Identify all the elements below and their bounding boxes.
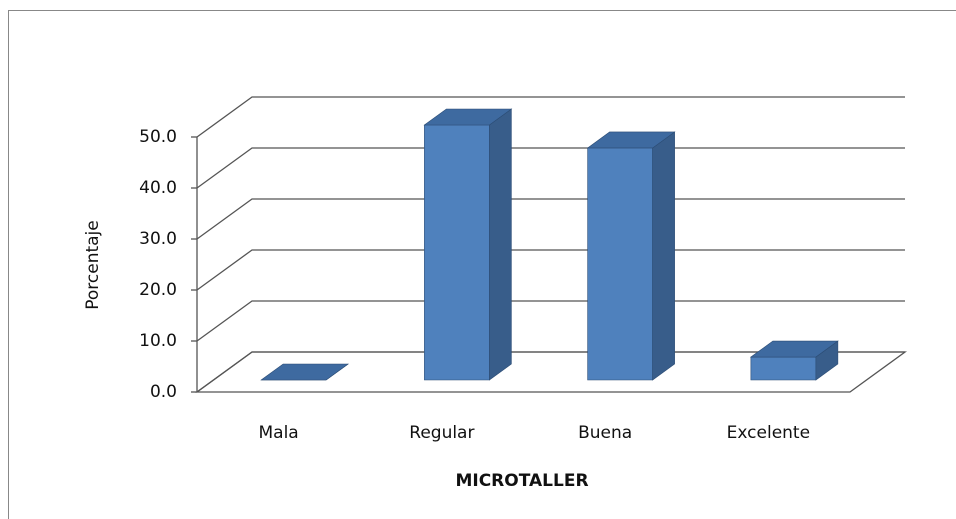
bar — [423, 108, 513, 381]
y-tick-label: 0.0 — [150, 382, 177, 402]
bar-top — [423, 108, 513, 126]
bar-front — [587, 147, 653, 381]
y-axis-label: Porcentaje — [83, 220, 103, 310]
grid-line — [196, 198, 905, 240]
x-axis-label: MICROTALLER — [455, 471, 588, 491]
y-tick-label: 10.0 — [139, 331, 177, 351]
grid-line — [196, 147, 905, 189]
grid-line — [196, 300, 905, 342]
x-tick-label: Mala — [259, 423, 299, 443]
bar-front — [750, 356, 817, 381]
bar-top — [586, 131, 676, 149]
y-tick-label: 20.0 — [139, 280, 177, 300]
y-tick-label: 40.0 — [139, 178, 177, 198]
grid-line — [196, 249, 905, 291]
y-tick-label: 50.0 — [139, 127, 177, 147]
x-tick-label: Buena — [578, 423, 632, 443]
y-tick-label: 30.0 — [139, 229, 177, 249]
bar — [260, 363, 350, 381]
bar — [586, 131, 676, 381]
bar-top — [260, 363, 350, 381]
grid-line — [196, 96, 905, 138]
bar-side — [652, 131, 675, 381]
bar-top — [749, 340, 839, 358]
x-tick-label: Regular — [409, 423, 474, 443]
bar-front — [424, 124, 490, 381]
grid-line — [196, 351, 905, 393]
bar-side — [489, 108, 512, 381]
bar — [749, 340, 839, 381]
x-tick-label: Excelente — [727, 423, 810, 443]
